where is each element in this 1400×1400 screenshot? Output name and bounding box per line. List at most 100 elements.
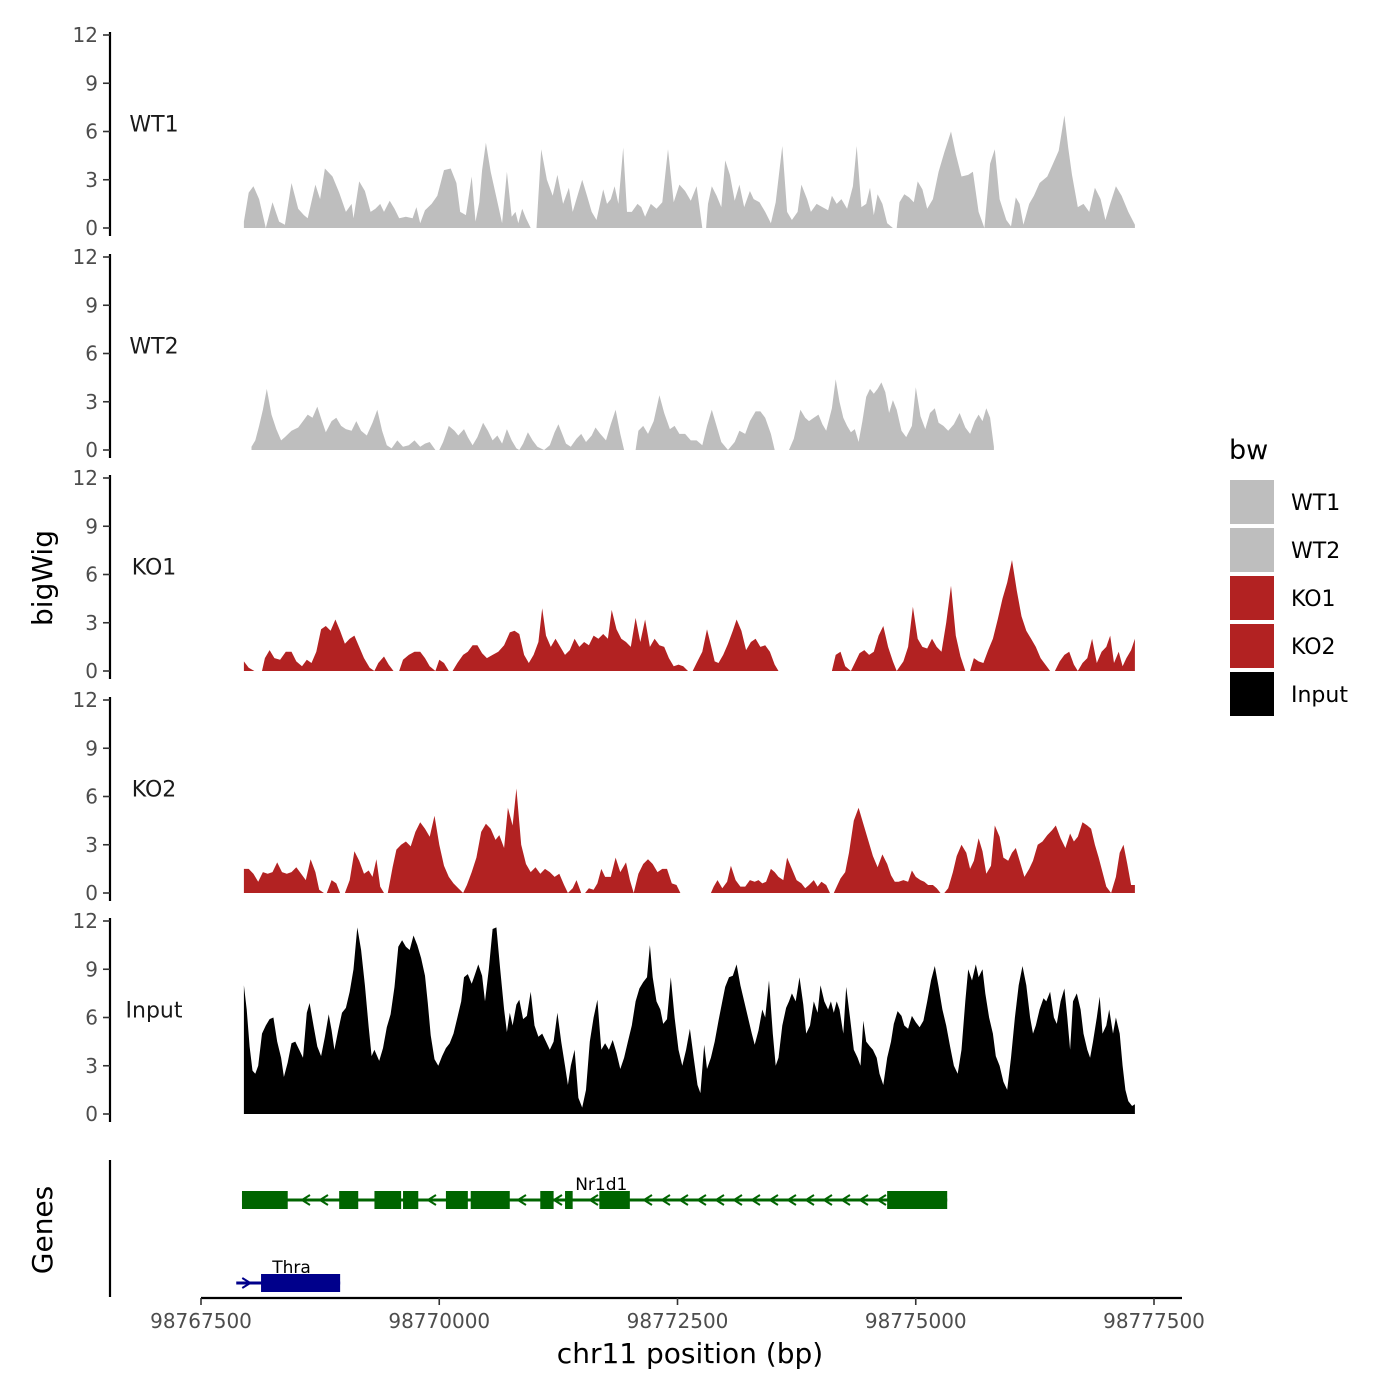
y-tick-label: 9: [85, 957, 98, 981]
y-tick-label: 12: [73, 245, 98, 269]
strand-chevron: [696, 1194, 707, 1206]
strand-chevron: [876, 1194, 887, 1206]
strand-chevron: [804, 1194, 815, 1206]
strand-chevron: [678, 1194, 689, 1206]
gene-exon: [540, 1191, 554, 1209]
track-label-wt2: WT2: [129, 334, 178, 359]
gene-label-thra: Thra: [271, 1258, 311, 1278]
y-tick-label: 0: [85, 1102, 98, 1126]
strand-chevron: [786, 1194, 797, 1206]
track-label-ko2: KO2: [132, 777, 177, 802]
signal-area-wt1: [243, 115, 1135, 228]
gene-exon: [565, 1191, 573, 1209]
legend-swatch-ko1: [1230, 576, 1274, 620]
y-tick-label: 3: [85, 833, 98, 857]
strand-chevron: [858, 1194, 869, 1206]
strand-chevron: [426, 1194, 437, 1206]
track-panel-wt2: 0 3 6 9 12 WT2: [73, 245, 994, 462]
y-tick-label: 0: [85, 659, 98, 683]
y-tick-label: 3: [85, 168, 98, 192]
gene-exon: [599, 1191, 630, 1209]
y-tick-label: 0: [85, 216, 98, 240]
gene-exon: [445, 1191, 468, 1209]
legend-label-ko1: KO1: [1291, 587, 1336, 612]
track-panel-wt1: 0 3 6 9 12 WT1: [73, 23, 1135, 240]
strand-chevron: [241, 1277, 253, 1289]
track-panel-input: 0 3 6 9 12 Input: [73, 909, 1135, 1126]
strand-chevron: [714, 1194, 725, 1206]
x-axis: 98767500 98770000 98772500 98775000 98777500: [150, 1296, 1205, 1333]
signal-area-ko2: [243, 788, 1135, 893]
gene-exon: [339, 1191, 359, 1209]
strand-chevron: [588, 1194, 599, 1206]
y-tick-label: 9: [85, 71, 98, 95]
y-tick-label: 6: [85, 342, 98, 366]
legend-label-ko2: KO2: [1291, 635, 1336, 660]
y-tick-label: 12: [73, 909, 98, 933]
x-tick-label: 98777500: [1103, 1309, 1205, 1333]
gene-exon: [374, 1191, 402, 1209]
gene-exon: [403, 1191, 419, 1209]
legend-swatch-input: [1230, 672, 1274, 716]
gene-exon: [887, 1191, 948, 1209]
y-tick-label: 3: [85, 390, 98, 414]
x-tick-label: 98772500: [627, 1309, 729, 1333]
track-panel-ko2: 0 3 6 9 12 KO2: [73, 688, 1135, 905]
x-tick-label: 98767500: [150, 1309, 252, 1333]
y-tick-label: 12: [73, 688, 98, 712]
strand-chevron: [732, 1194, 743, 1206]
y-tick-label: 3: [85, 1054, 98, 1078]
legend-label-input: Input: [1291, 683, 1348, 708]
gene-exon: [261, 1274, 341, 1292]
strand-chevron: [552, 1194, 563, 1206]
gene-exon: [241, 1191, 288, 1209]
y-tick-label: 9: [85, 736, 98, 760]
genes-track: Nr1d1 Thra: [108, 1160, 948, 1297]
gene-label-nr1d1: Nr1d1: [575, 1175, 627, 1195]
y-tick-label: 12: [73, 466, 98, 490]
legend: bw WT1 WT2 KO1 KO2 Input: [1229, 435, 1348, 716]
strand-chevron: [660, 1194, 671, 1206]
y-tick-label: 3: [85, 611, 98, 635]
track-label-input: Input: [126, 998, 183, 1023]
y-axis-title: bigWig: [26, 530, 59, 626]
legend-swatch-wt2: [1230, 528, 1274, 572]
legend-label-wt2: WT2: [1291, 539, 1340, 564]
track-panels: 0 3 6 9 12 WT1 0 3 6 9 12 WT2 0 3 6 9 12 KO1 0 3 6 9 12 KO2 0 3 6 9…: [73, 23, 1135, 1126]
y-tick-label: 12: [73, 23, 98, 47]
signal-area-input: [243, 927, 1135, 1114]
x-tick-label: 98770000: [388, 1309, 490, 1333]
track-label-wt1: WT1: [129, 112, 178, 137]
track-panel-ko1: 0 3 6 9 12 KO1: [73, 466, 1135, 683]
y-tick-label: 6: [85, 563, 98, 587]
strand-chevron: [768, 1194, 779, 1206]
x-axis-title: chr11 position (bp): [557, 1337, 823, 1370]
y-tick-label: 6: [85, 1006, 98, 1030]
legend-swatch-ko2: [1230, 624, 1274, 668]
strand-chevron: [840, 1194, 851, 1206]
signal-area-wt2: [251, 379, 994, 450]
strand-chevron: [822, 1194, 833, 1206]
gene-exon: [470, 1191, 510, 1209]
signal-area-ko1: [243, 560, 1135, 671]
gene-nr1d1: Nr1d1: [241, 1175, 948, 1209]
strand-chevron: [642, 1194, 653, 1206]
y-tick-label: 0: [85, 881, 98, 905]
legend-title: bw: [1229, 435, 1268, 466]
y-tick-label: 9: [85, 293, 98, 317]
y-tick-label: 0: [85, 438, 98, 462]
strand-chevron: [516, 1194, 527, 1206]
x-tick-label: 98775000: [865, 1309, 967, 1333]
strand-chevron: [300, 1194, 311, 1206]
y-tick-label: 6: [85, 785, 98, 809]
track-label-ko1: KO1: [132, 555, 177, 580]
strand-chevron: [750, 1194, 761, 1206]
strand-chevron: [318, 1194, 329, 1206]
y-tick-label: 9: [85, 514, 98, 538]
legend-swatch-wt1: [1230, 480, 1274, 524]
genes-track-title: Genes: [26, 1186, 59, 1274]
gene-thra: Thra: [236, 1258, 341, 1292]
legend-label-wt1: WT1: [1291, 491, 1340, 516]
